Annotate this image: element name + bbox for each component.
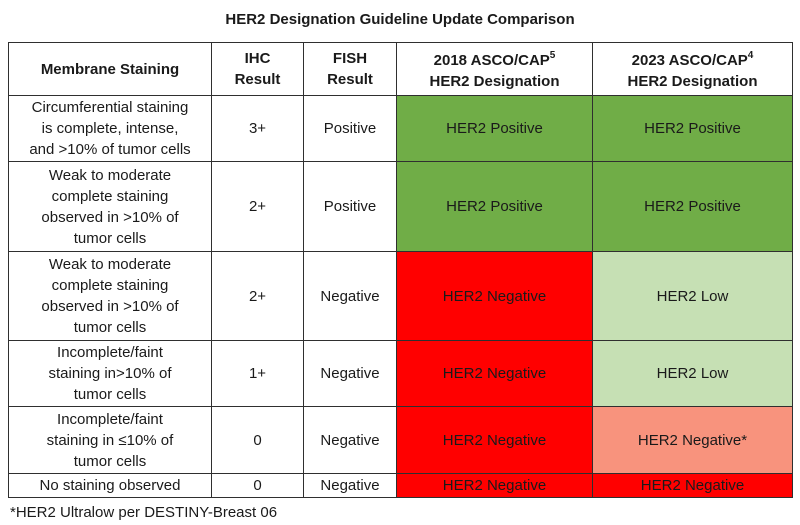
staining-cell: Incomplete/faint staining in ≤10% of tum…: [8, 406, 212, 474]
ihc-result-cell: 3+: [211, 95, 304, 162]
designation-2023-cell: HER2 Low: [592, 340, 793, 407]
header-row: Membrane Staining IHC Result FISH Result…: [8, 42, 793, 96]
table-row: No staining observed 0 Negative HER2 Neg…: [8, 473, 793, 498]
column-header-2018-designation: 2018 ASCO/CAP5 HER2 Designation: [396, 42, 593, 96]
column-header-label: IHC: [244, 50, 271, 67]
column-header-label: HER2 Designation: [627, 73, 758, 90]
designation-2018-cell: HER2 Positive: [396, 161, 593, 252]
fish-result-cell: Positive: [303, 161, 397, 252]
citation-superscript: 4: [747, 50, 754, 61]
staining-cell: Weak to moderate complete staining obser…: [8, 161, 212, 252]
column-header-label: Membrane Staining: [40, 60, 180, 78]
designation-2023-cell: HER2 Low: [592, 251, 793, 341]
column-header-label: Result: [327, 71, 373, 88]
footnote: *HER2 Ultralow per DESTINY-Breast 06: [10, 504, 278, 521]
citation-superscript: 5: [549, 50, 556, 61]
designation-2023-cell: HER2 Negative: [592, 473, 793, 498]
designation-2018-cell: HER2 Negative: [396, 251, 593, 341]
staining-cell: Incomplete/faint staining in>10% of tumo…: [8, 340, 212, 407]
fish-result-cell: Negative: [303, 251, 397, 341]
column-header-membrane-staining: Membrane Staining: [8, 42, 212, 96]
designation-2018-cell: HER2 Positive: [396, 95, 593, 162]
designation-2023-cell: HER2 Negative*: [592, 406, 793, 474]
designation-2023-cell: HER2 Positive: [592, 161, 793, 252]
staining-cell: Weak to moderate complete staining obser…: [8, 251, 212, 341]
ihc-result-cell: 2+: [211, 251, 304, 341]
designation-2018-cell: HER2 Negative: [396, 473, 593, 498]
table-row: Weak to moderate complete staining obser…: [8, 251, 793, 341]
ihc-result-cell: 0: [211, 473, 304, 498]
fish-result-cell: Positive: [303, 95, 397, 162]
table-row: Circumferential staining is complete, in…: [8, 95, 793, 162]
column-header-fish-result: FISH Result: [303, 42, 397, 96]
column-header-label: 2023 ASCO/CAP: [631, 52, 748, 69]
staining-cell: No staining observed: [8, 473, 212, 498]
column-header-label: Result: [234, 71, 281, 88]
column-header-label: 2018 ASCO/CAP: [433, 52, 550, 69]
table-row: Incomplete/faint staining in ≤10% of tum…: [8, 406, 793, 474]
fish-result-cell: Negative: [303, 473, 397, 498]
table-row: Weak to moderate complete staining obser…: [8, 161, 793, 252]
ihc-result-cell: 1+: [211, 340, 304, 407]
designation-2023-cell: HER2 Positive: [592, 95, 793, 162]
ihc-result-cell: 0: [211, 406, 304, 474]
comparison-table: Membrane Staining IHC Result FISH Result…: [8, 42, 793, 498]
fish-result-cell: Negative: [303, 340, 397, 407]
designation-2018-cell: HER2 Negative: [396, 406, 593, 474]
column-header-label: FISH: [332, 50, 368, 67]
column-header-2023-designation: 2023 ASCO/CAP4 HER2 Designation: [592, 42, 793, 96]
page-title: HER2 Designation Guideline Update Compar…: [225, 11, 575, 28]
fish-result-cell: Negative: [303, 406, 397, 474]
column-header-ihc-result: IHC Result: [211, 42, 304, 96]
column-header-label: HER2 Designation: [429, 73, 560, 90]
designation-2018-cell: HER2 Negative: [396, 340, 593, 407]
table-row: Incomplete/faint staining in>10% of tumo…: [8, 340, 793, 407]
ihc-result-cell: 2+: [211, 161, 304, 252]
staining-cell: Circumferential staining is complete, in…: [8, 95, 212, 162]
